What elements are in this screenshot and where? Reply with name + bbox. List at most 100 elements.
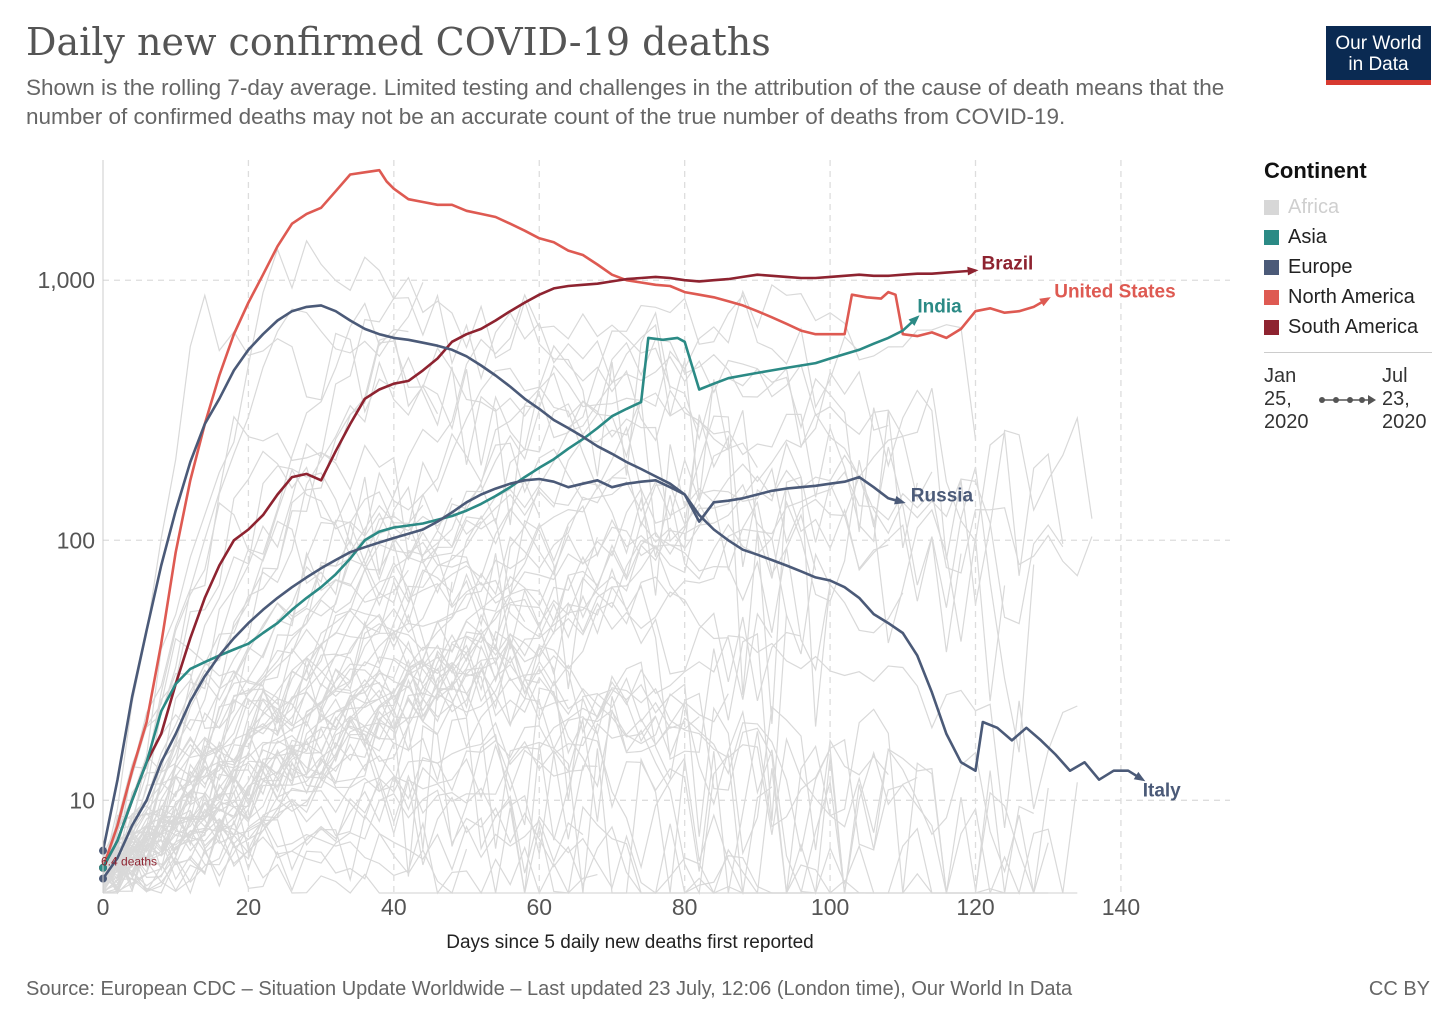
background-country-line — [102, 643, 889, 890]
timeline-end-month: Jul — [1382, 365, 1408, 387]
series-end-arrow — [894, 496, 906, 505]
background-country-line — [102, 526, 904, 888]
legend-swatch — [1264, 319, 1279, 335]
legend-item-south-america[interactable]: South America — [1264, 312, 1444, 342]
chart-title: Daily new confirmed COVID-19 deaths — [26, 20, 771, 64]
series-label-italy: Italy — [1143, 781, 1181, 802]
legend-swatch — [1264, 289, 1279, 305]
legend-swatch — [1264, 229, 1279, 245]
legend-label: Asia — [1288, 225, 1327, 248]
series-line-russia[interactable] — [101, 475, 904, 880]
x-tick-label: 100 — [811, 894, 849, 920]
legend-item-north-america[interactable]: North America — [1264, 282, 1444, 312]
legend-label: Africa — [1288, 195, 1340, 218]
background-country-line — [102, 360, 1006, 887]
chart-subtitle: Shown is the rolling 7-day average. Limi… — [26, 75, 1225, 129]
legend-swatch — [1264, 259, 1279, 275]
background-country-line — [102, 293, 831, 872]
legend-label: Europe — [1288, 255, 1353, 278]
x-tick-label: 140 — [1102, 894, 1140, 920]
axes: 0 20 40 60 80 100 120 140 10 100 1,000 — [37, 160, 1140, 920]
background-country-lines — [102, 239, 1093, 896]
background-country-line — [102, 465, 569, 872]
background-country-line — [102, 789, 860, 894]
legend: Continent Africa Asia Europe North America S… — [1264, 158, 1444, 443]
legend-swatch — [1264, 199, 1279, 215]
background-country-line — [102, 470, 1093, 892]
background-country-line — [102, 658, 918, 894]
series-labels: Brazil United States India Russia Italy 6.4 d… — [101, 254, 1181, 869]
x-tick-label: 20 — [236, 894, 262, 920]
background-country-line — [102, 282, 424, 872]
legend-label: South America — [1288, 315, 1419, 338]
timeline-end-year: 2020 — [1382, 411, 1427, 433]
x-axis-label: Days since 5 daily new deaths first repo… — [446, 932, 814, 953]
timeline-start-day: 25, — [1264, 388, 1292, 410]
x-tick-label: 80 — [672, 894, 698, 920]
background-country-line — [102, 415, 424, 891]
owid-logo[interactable]: Our World in Data — [1326, 26, 1431, 85]
legend-divider — [1264, 352, 1432, 353]
background-country-line — [102, 483, 962, 894]
background-country-line — [102, 294, 860, 864]
start-value-annotation: 6.4 deaths — [101, 855, 157, 869]
background-country-line — [103, 464, 715, 894]
legend-title: Continent — [1264, 158, 1367, 183]
x-tick-label: 0 — [97, 894, 110, 920]
series-line-brazil[interactable] — [101, 269, 976, 869]
background-country-line — [102, 638, 540, 893]
legend-label: North America — [1288, 285, 1415, 308]
background-country-line — [102, 642, 1049, 896]
series-line-italy[interactable] — [101, 304, 1144, 851]
x-tick-label: 60 — [526, 894, 552, 920]
series-label-india: India — [917, 296, 962, 317]
background-country-line — [102, 504, 657, 870]
series-end-arrow — [967, 266, 979, 276]
timeline-start-month: Jan — [1264, 365, 1297, 387]
x-tick-label: 120 — [956, 894, 994, 920]
timeline-start-year: 2020 — [1264, 411, 1309, 433]
series-label-united-states: United States — [1054, 282, 1175, 303]
background-country-line — [102, 551, 409, 890]
legend-item-asia[interactable]: Asia — [1264, 222, 1444, 252]
source-note[interactable]: Source: European CDC – Situation Update … — [26, 978, 1073, 1000]
y-tick-label: 100 — [57, 527, 95, 553]
series-line-united-states[interactable] — [101, 168, 1049, 869]
background-country-line — [102, 302, 409, 894]
background-country-line — [102, 293, 729, 863]
background-country-line — [102, 640, 1078, 895]
legend-item-africa[interactable]: Africa — [1264, 192, 1444, 222]
logo-line-1: Our World — [1335, 33, 1422, 54]
background-country-line — [102, 596, 526, 874]
background-country-line — [102, 412, 933, 895]
x-tick-label: 40 — [381, 894, 407, 920]
series-label-brazil: Brazil — [982, 254, 1034, 275]
background-country-line — [102, 826, 874, 894]
background-country-line — [102, 344, 918, 862]
timeline-start: Jan 25, 2020 — [1264, 365, 1309, 434]
background-country-line — [102, 467, 889, 866]
background-country-line — [102, 355, 1064, 894]
series-lines — [99, 168, 1146, 883]
background-country-line — [102, 501, 453, 866]
timeline-arrow-icon — [1319, 395, 1376, 405]
background-country-line — [102, 591, 773, 876]
logo-line-2: in Data — [1348, 54, 1409, 75]
background-country-line — [102, 539, 686, 894]
license[interactable]: CC BY — [1368, 978, 1430, 1000]
background-country-line — [102, 450, 453, 892]
background-country-line — [102, 239, 671, 872]
series-end-arrow — [908, 315, 920, 326]
timeline-end: Jul 23, 2020 — [1382, 365, 1427, 434]
chart-area: 0 20 40 60 80 100 120 140 10 100 1,000 Brazil Unite… — [37, 160, 1230, 953]
background-country-line — [102, 668, 569, 873]
series-end-arrow — [1039, 297, 1051, 307]
time-range[interactable]: Jan 25, 2020 Jul 23, 2020 — [1264, 365, 1444, 443]
y-tick-label: 1,000 — [37, 267, 95, 293]
timeline-end-day: 23, — [1382, 388, 1410, 410]
y-tick-label: 10 — [69, 787, 95, 813]
legend-items: Africa Asia Europe North America South Ameri… — [1264, 192, 1444, 342]
background-country-line — [102, 774, 1049, 895]
legend-item-europe[interactable]: Europe — [1264, 252, 1444, 282]
series-end-arrow — [1133, 771, 1146, 782]
